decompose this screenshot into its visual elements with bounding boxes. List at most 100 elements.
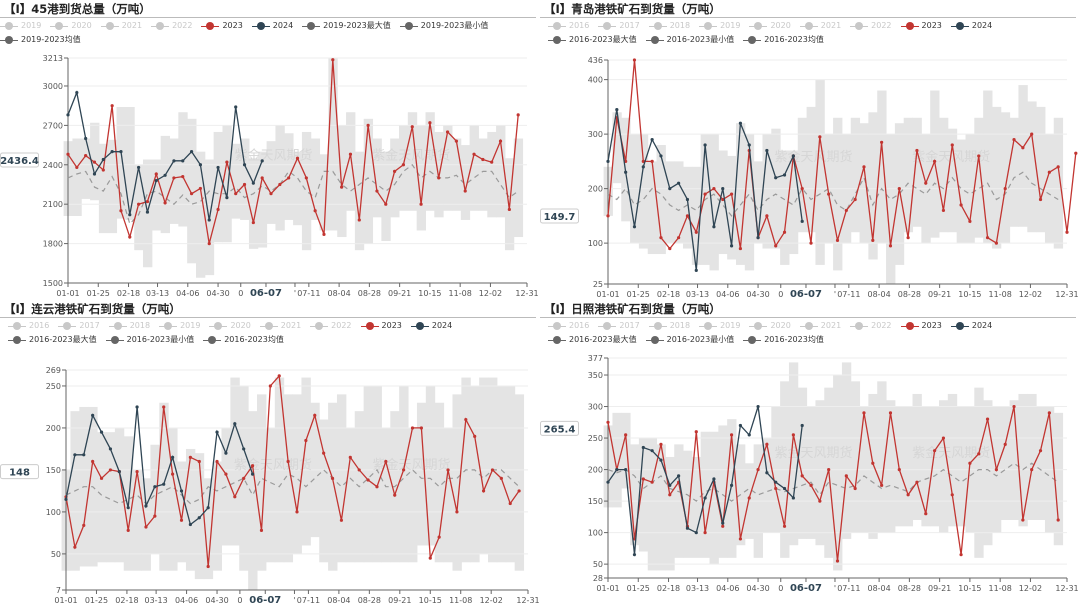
series-2023-point[interactable] [437,176,441,180]
series-2024-point[interactable] [216,165,220,170]
legend-item[interactable]: 2021 [100,19,142,33]
legend-item[interactable]: 2016 [8,319,49,333]
series-2023-point[interactable] [286,459,290,464]
series-2024-point[interactable] [659,458,663,462]
series-2024-point[interactable] [791,154,795,158]
series-2023-point[interactable] [827,467,831,472]
series-2023-point[interactable] [507,207,511,212]
series-2023-point[interactable] [428,556,432,560]
series-2023-point[interactable] [419,202,423,206]
series-2024-point[interactable] [108,447,113,451]
series-2023-point[interactable] [924,181,928,185]
series-2023-point[interactable] [233,495,237,499]
series-2024-point[interactable] [624,170,628,174]
series-2023-point[interactable] [216,207,220,212]
series-2023-point[interactable] [392,169,397,173]
series-2023-point[interactable] [322,451,326,455]
series-2023-point[interactable] [207,241,211,246]
series-2023-point[interactable] [721,524,725,528]
series-2024-point[interactable] [738,121,743,125]
series-2023-point[interactable] [694,230,698,234]
series-2024-point[interactable] [207,218,211,222]
series-2023-point[interactable] [818,499,822,503]
series-2023-point[interactable] [454,139,458,143]
series-2024-point[interactable] [233,422,237,426]
legend-item[interactable]: 2016-2023最大值 [548,333,637,347]
series-2024-point[interactable] [632,553,637,557]
series-2024-point[interactable] [694,268,698,272]
series-2023-point[interactable] [782,524,787,528]
series-2023-point[interactable] [259,528,264,532]
series-2023-point[interactable] [624,433,628,437]
series-2024-point[interactable] [163,173,167,177]
series-2024-point[interactable] [782,173,787,177]
series-2024-point[interactable] [75,90,79,95]
series-2023-point[interactable] [703,531,707,535]
series-2023-point[interactable] [1021,146,1025,150]
legend-item[interactable]: 2024 [950,19,992,33]
series-2024-point[interactable] [101,157,105,162]
series-2024-point[interactable] [260,159,264,163]
series-2023-point[interactable] [188,455,192,459]
series-2024-point[interactable] [606,480,610,484]
series-2023-point[interactable] [126,528,130,532]
series-2023-point[interactable] [809,241,813,245]
series-2023-point[interactable] [941,208,946,213]
series-2024-point[interactable] [181,159,185,163]
series-2023-point[interactable] [154,172,158,176]
series-2023-point[interactable] [517,489,521,493]
series-2024-point[interactable] [606,159,610,163]
series-2023-point[interactable] [800,187,804,191]
series-2023-point[interactable] [985,417,990,421]
series-2023-point[interactable] [91,459,95,464]
series-2023-point[interactable] [75,165,79,170]
series-2023-point[interactable] [632,58,637,62]
series-2023-point[interactable] [915,148,919,153]
series-2023-point[interactable] [481,157,485,162]
series-2023-point[interactable] [1056,518,1060,522]
series-2023-point[interactable] [1012,137,1016,142]
series-2023-point[interactable] [490,160,494,164]
legend-item[interactable]: 2018 [108,319,150,333]
series-2023-point[interactable] [384,459,388,464]
legend-item[interactable]: 2024 [251,19,293,33]
series-2024-point[interactable] [694,531,698,535]
legend-item[interactable]: 2019-2023最小值 [399,19,488,33]
series-2023-point[interactable] [1047,170,1051,174]
legend-item[interactable]: 2016-2023最小值 [645,333,734,347]
series-2023-point[interactable] [224,472,228,476]
series-2023-point[interactable] [269,192,273,196]
series-2023-point[interactable] [137,202,141,206]
series-2023-point[interactable] [295,510,299,514]
series-2024-point[interactable] [84,136,88,141]
series-2023-point[interactable] [800,474,804,478]
series-2024-point[interactable] [153,485,157,489]
series-2023-point[interactable] [835,559,840,563]
series-2024-point[interactable] [703,496,707,500]
series-2023-point[interactable] [108,468,113,472]
series-2023-point[interactable] [162,405,166,409]
series-2023-point[interactable] [445,130,450,134]
series-2023-point[interactable] [366,478,370,482]
series-2023-point[interactable] [250,464,255,468]
series-2023-point[interactable] [765,214,769,218]
legend-item[interactable]: 2023 [900,19,942,33]
series-2023-point[interactable] [906,493,910,497]
series-2023-point[interactable] [915,480,919,484]
series-2024-point[interactable] [66,113,70,117]
series-2024-point[interactable] [250,472,255,476]
legend-item[interactable]: 2020 [209,319,251,333]
series-2023-point[interactable] [977,154,981,158]
series-2023-point[interactable] [774,244,778,248]
series-2023-point[interactable] [313,209,317,213]
series-2023-point[interactable] [189,192,194,196]
series-2023-point[interactable] [260,176,264,180]
series-2023-point[interactable] [153,514,157,518]
series-2023-point[interactable] [985,236,990,240]
series-2023-point[interactable] [197,459,201,464]
series-2023-point[interactable] [880,483,884,487]
series-2023-point[interactable] [606,214,610,218]
series-2023-point[interactable] [738,246,743,251]
legend-item[interactable]: 2019 [159,319,200,333]
series-2023-point[interactable] [84,153,88,158]
